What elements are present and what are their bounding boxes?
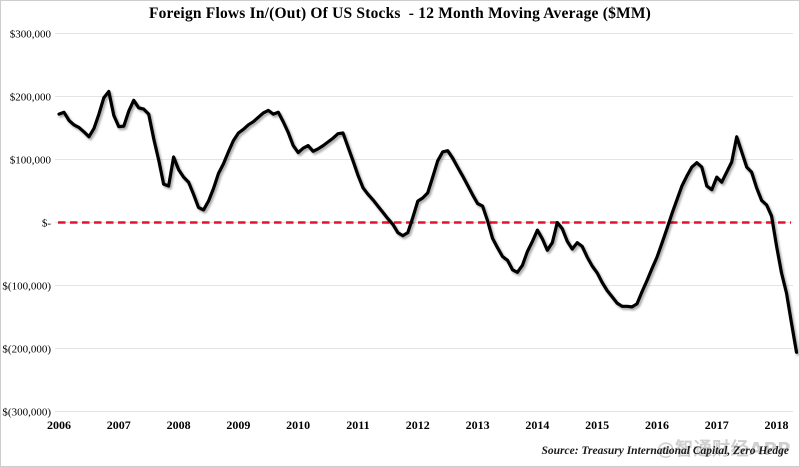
chart-title: Foreign Flows In/(Out) Of US Stocks - 12… xyxy=(148,5,652,22)
x-tick-label: 2009 xyxy=(226,418,250,432)
x-tick-label: 2007 xyxy=(107,418,131,432)
source-note: Source: Treasury International Capital, … xyxy=(541,445,789,457)
x-tick-label: 2012 xyxy=(406,418,430,432)
y-tick-label: $200,000 xyxy=(10,92,52,104)
moving-average-line xyxy=(57,89,799,354)
x-tick-label: 2006 xyxy=(47,418,71,432)
x-tick-label: 2014 xyxy=(525,418,549,432)
x-axis-labels: 2006 2007 2008 2009 2010 2011 2012 2013 2014 2015… xyxy=(47,418,789,432)
x-tick-label: 2016 xyxy=(645,418,669,432)
y-tick-label: $300,000 xyxy=(10,29,52,41)
y-tick-label: $(200,000) xyxy=(2,344,51,356)
y-tick-label: $(300,000) xyxy=(2,407,51,419)
x-tick-label: 2010 xyxy=(286,418,310,432)
y-tick-label: $(100,000) xyxy=(2,281,51,293)
y-axis-labels: $300,000 $200,000 $100,000 $- $(100,000) $(20… xyxy=(2,29,51,419)
x-tick-label: 2013 xyxy=(466,418,490,432)
x-tick-label: 2015 xyxy=(585,418,609,432)
y-tick-label: $- xyxy=(42,218,52,230)
x-tick-label: 2017 xyxy=(705,418,729,432)
x-tick-label: 2018 xyxy=(765,418,789,432)
x-tick-label: 2008 xyxy=(167,418,191,432)
x-tick-label: 2011 xyxy=(346,418,369,432)
y-tick-label: $100,000 xyxy=(10,155,52,167)
